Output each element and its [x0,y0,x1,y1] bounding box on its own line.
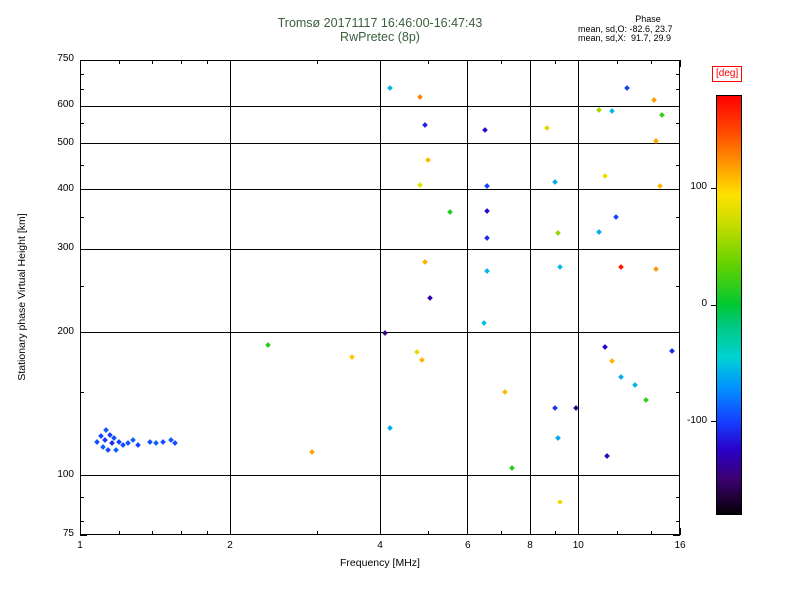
x-tick-label: 6 [464,540,471,551]
phase-stats-x-mode: mean, sd,X: 91.7, 29.9 [578,33,672,43]
y-tick-label: 600 [57,99,74,111]
chart-title: Tromsø 20171117 16:46:00-16:47:43 RwPret… [80,16,680,44]
y-tick-label: 300 [57,242,74,254]
x-tick-label: 8 [527,540,533,551]
y-tick-label: 75 [62,528,74,539]
phase-stats: Phase mean, sd,O: -82.6, 23.7 mean, sd,X… [578,14,728,44]
x-axis-label: Frequency [MHz] [340,557,420,569]
y-tick-label: 100 [57,468,74,480]
colorbar-unit-label: [deg] [712,66,743,82]
x-tick-label: 4 [377,540,383,551]
y-tick-label: 200 [57,325,74,337]
y-tick-label: 400 [57,182,74,194]
phase-stats-heading: Phase [635,14,661,24]
plot-area [80,60,680,535]
chart-title-line1: Tromsø 20171117 16:46:00-16:47:43 [277,16,483,30]
x-tick-label: 10 [572,540,584,551]
colorbar [716,95,742,515]
y-tick-label: 750 [57,53,74,64]
y-axis-label: Stationary phase Virtual Height [km] [16,213,28,381]
y-tick-label: 500 [57,136,74,148]
x-tick-label: 2 [227,540,233,551]
x-tick-label: 16 [674,540,686,551]
phase-stats-o-mode: mean, sd,O: -82.6, 23.7 [578,23,673,34]
chart-title-line2: RwPretec (8p) [340,30,420,44]
x-tick-label: 1 [77,540,83,551]
